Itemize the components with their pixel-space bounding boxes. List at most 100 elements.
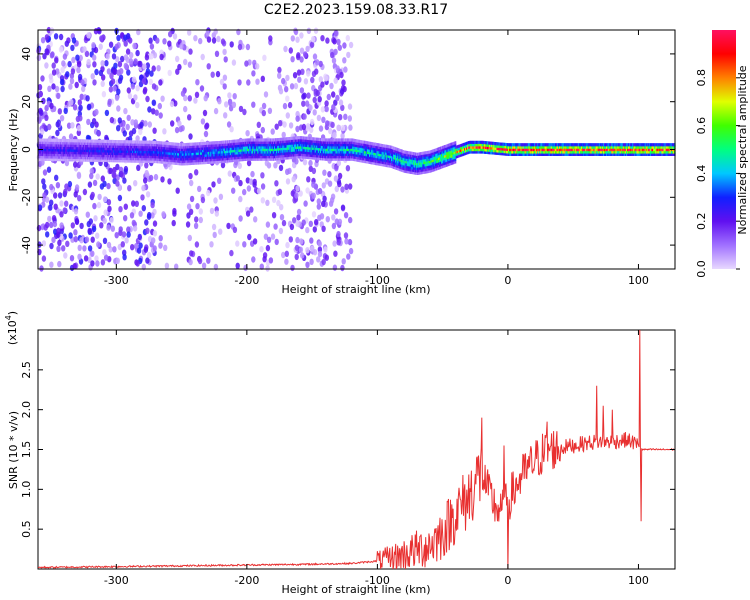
spectrogram-ridge-cell: [50, 138, 53, 142]
spectrogram-ridge-cell: [345, 150, 347, 154]
spectrogram-noise-cell: [131, 127, 137, 135]
spectrogram-ridge-cell: [317, 137, 320, 141]
spectrogram-ridge-cell: [363, 143, 366, 147]
spectrogram-ridge-cell: [110, 147, 112, 151]
spectrogram-ridge-cell: [186, 142, 188, 147]
spectrogram-noise-cell: [114, 43, 119, 50]
spectrogram-ridge-cell: [374, 159, 376, 163]
spectrogram-noise-cell: [315, 59, 320, 66]
spectrogram-noise-cell: [206, 189, 211, 197]
spectrogram-ridge-cell: [170, 144, 173, 148]
spectrogram-ridge-cell: [270, 143, 273, 147]
spectrogram-ridge-cell: [432, 151, 435, 155]
spectrogram-ridge-cell: [119, 156, 122, 160]
spectrogram-ridge-cell: [465, 149, 467, 153]
spectrogram-noise-cell: [145, 62, 150, 69]
spectrogram-ridge-cell: [351, 148, 353, 152]
spectrogram-ridge-cell: [52, 138, 55, 142]
spectrogram-ridge-cell: [403, 155, 406, 159]
spectrogram-ridge-cell: [277, 147, 279, 151]
spectrogram-ridge-cell: [368, 160, 370, 164]
spectrogram-ridge-cell: [144, 140, 147, 144]
spectrogram-ridge-cell: [308, 136, 311, 141]
spectrogram-ridge-cell: [385, 161, 388, 165]
spectrogram-ridge-cell: [339, 145, 342, 149]
spectrogram-ridge-cell: [237, 146, 240, 150]
spectrogram-ridge-cell: [132, 140, 134, 144]
spectrogram-noise-cell: [333, 175, 339, 182]
spectrogram-noise-cell: [117, 117, 123, 124]
spectrogram-ridge-cell: [89, 158, 91, 162]
spectrogram-ridge-cell: [213, 158, 215, 162]
spectrogram-ridge-cell: [400, 168, 402, 172]
spectrogram-ridge-cell: [391, 155, 393, 159]
spectrogram-ridge-cell: [380, 155, 383, 159]
spectrogram-ridge-cell: [379, 153, 382, 157]
spectrogram-noise-cell: [287, 101, 293, 109]
spectrogram-noise-cell: [140, 194, 145, 201]
spectrogram-ridge-cell: [331, 150, 333, 154]
spectrogram-noise-cell: [235, 175, 240, 182]
spectrogram-ridge-cell: [189, 161, 191, 166]
spectrogram-noise-cell: [229, 41, 234, 48]
spectrogram-ridge-cell: [224, 145, 227, 149]
spectrogram-ridge-cell: [240, 155, 243, 159]
spectrogram-ridge-cell: [258, 145, 260, 149]
spectrogram-ridge-cell: [302, 145, 304, 150]
spectrogram-ridge-cell: [244, 143, 247, 147]
spectrogram-ridge-cell: [401, 152, 403, 156]
spectrogram-ridge-cell: [73, 155, 76, 160]
spectrogram-noise-cell: [132, 42, 137, 50]
spectrogram-noise-cell: [104, 109, 110, 117]
spectrogram-ridge-cell: [205, 141, 207, 145]
spectrogram-ridge-cell: [143, 157, 146, 161]
spectrogram-ridge-cell: [441, 151, 443, 155]
spectrogram-ridge-cell: [340, 150, 343, 154]
spectrogram-noise-cell: [81, 85, 86, 93]
spectrogram-ridge-cell: [183, 152, 185, 156]
spectrogram-ridge-cell: [126, 145, 129, 149]
spectrogram-ridge-cell: [63, 150, 65, 155]
spectrogram-ridge-cell: [286, 144, 289, 148]
spectrogram-ridge-cell: [386, 164, 389, 168]
spectrogram-ridge-cell: [380, 153, 383, 157]
spectrogram-ridge-cell: [180, 159, 182, 163]
spectrogram-ridge-cell: [354, 143, 356, 147]
spectrogram-ridge-cell: [394, 166, 396, 170]
spectrogram-ridge-cell: [67, 148, 69, 152]
spectrogram-ridge-cell: [471, 145, 473, 149]
spectrogram-ridge-cell: [193, 159, 196, 163]
spectrogram-ridge-cell: [385, 144, 388, 148]
spectrogram-ridge-cell: [358, 151, 361, 155]
spectrogram-ridge-cell: [138, 145, 140, 149]
spectrogram-ridge-cell: [337, 145, 340, 149]
spectrogram-ridge-cell: [161, 155, 163, 159]
spectrogram-ridge-cell: [349, 145, 351, 149]
spectrogram-ridge-cell: [175, 161, 178, 165]
spectrogram-ridge-cell: [250, 143, 252, 147]
spectrogram-noise-cell: [298, 190, 303, 197]
spectrogram-ridge-cell: [232, 149, 234, 153]
spectrogram-ridge-cell: [297, 143, 299, 147]
spectrogram-ridge-cell: [50, 155, 53, 159]
spectrogram-ridge-cell: [451, 151, 454, 156]
spectrogram-noise-cell: [135, 260, 140, 267]
spectrogram-noise-cell: [136, 247, 142, 254]
spectrogram-ridge-cell: [348, 143, 350, 147]
spectrogram-ridge-cell: [182, 150, 184, 154]
spectrogram-noise-cell: [126, 226, 131, 233]
spectrogram-ridge-cell: [263, 145, 266, 149]
spectrogram-ridge-cell: [127, 145, 130, 149]
spectrogram-noise-cell: [340, 186, 345, 193]
spectrogram-noise-cell: [76, 129, 82, 136]
spectrogram-noise-cell: [169, 100, 175, 108]
spectrogram-ridge-cell: [406, 151, 409, 155]
spectrogram-ridge-cell: [300, 155, 302, 159]
spectrogram-ridge-cell: [436, 157, 439, 161]
spectrogram-ridge-cell: [350, 152, 352, 156]
spectrogram-ridge-cell: [361, 152, 364, 156]
spectrogram-ridge-cell: [412, 159, 415, 163]
spectrogram-ridge-cell: [142, 145, 144, 149]
spectrogram-ridge-cell: [177, 142, 180, 147]
spectrogram-ridge-cell: [453, 148, 456, 152]
